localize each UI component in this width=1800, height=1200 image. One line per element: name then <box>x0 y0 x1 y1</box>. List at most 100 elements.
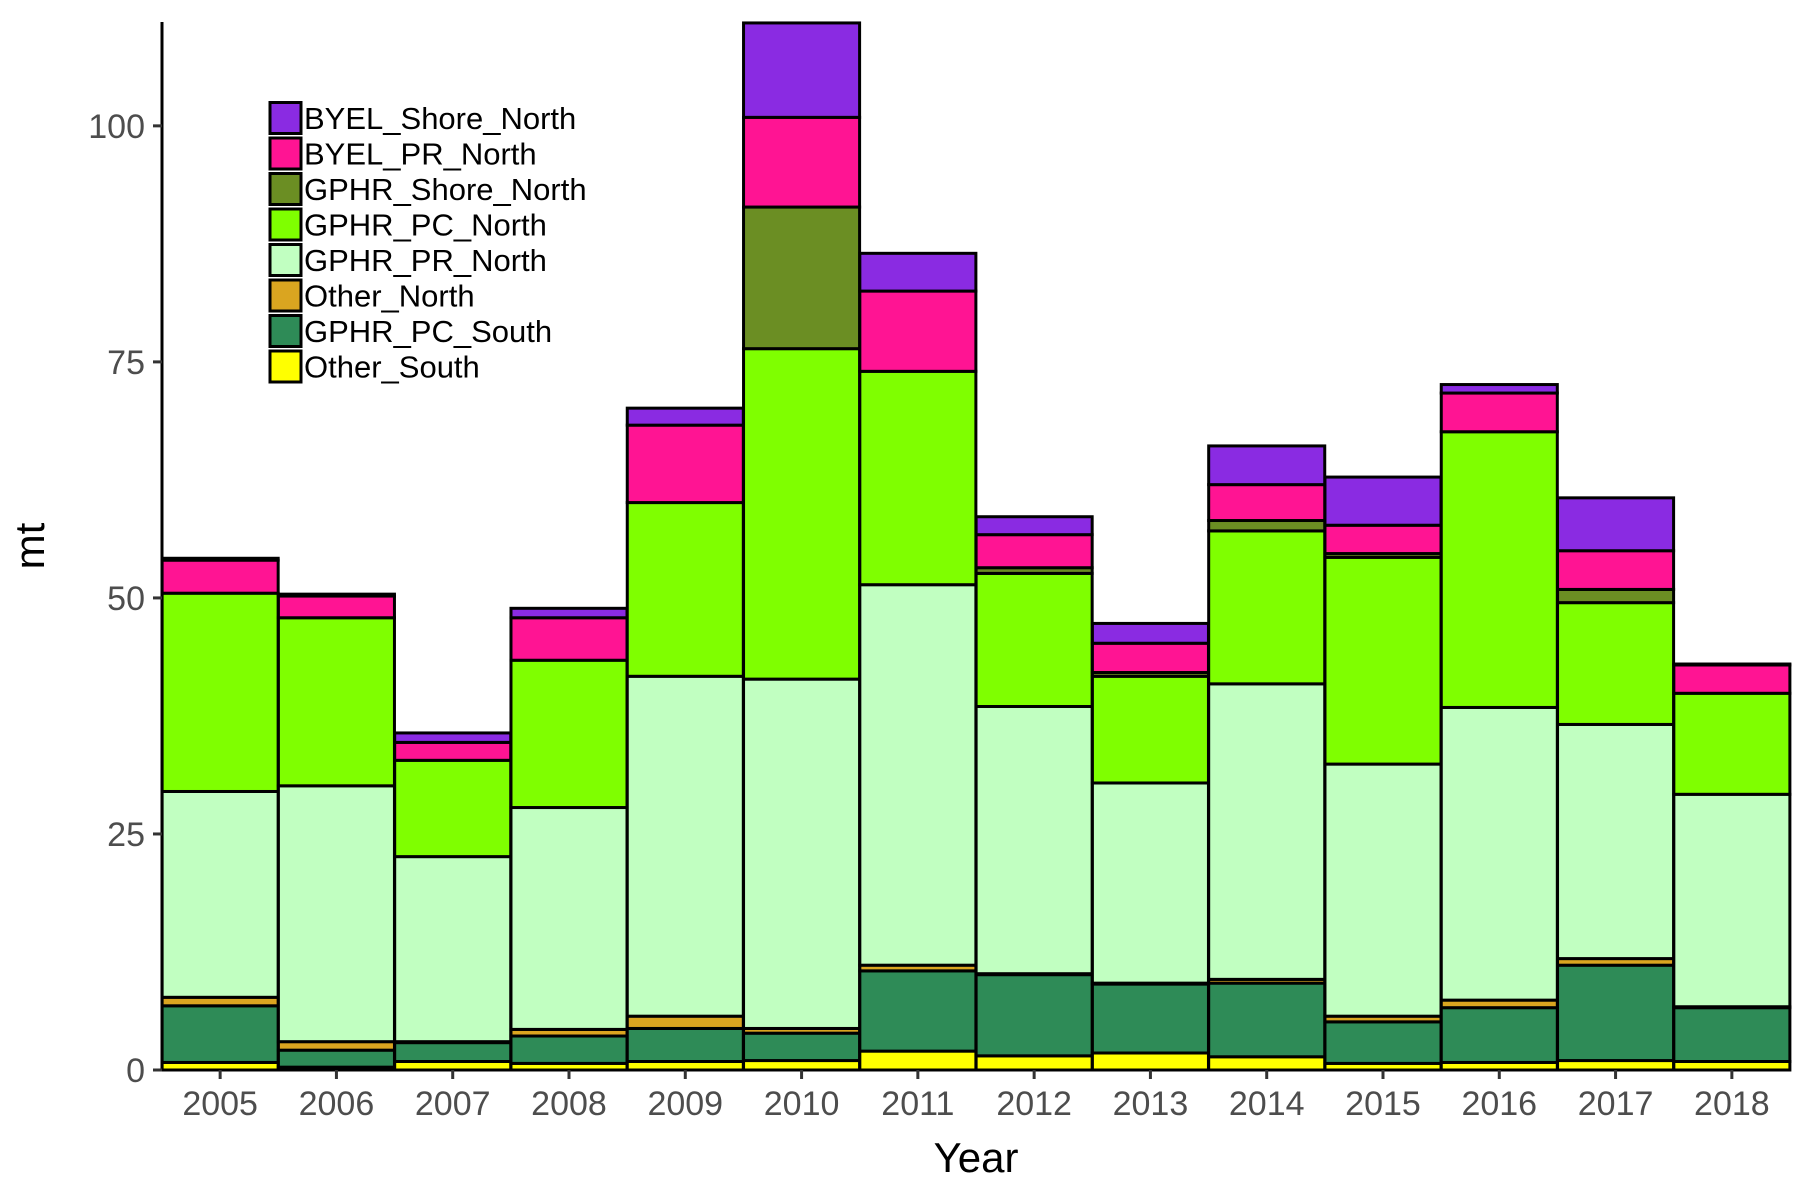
bar-segment-BYEL_PR_North-2006 <box>276 594 396 620</box>
bar-segment-GPHR_PC_North-2012 <box>974 571 1094 709</box>
legend-key <box>268 278 303 313</box>
x-tick-label: 2007 <box>415 1085 491 1123</box>
bar-stack-2011 <box>858 251 978 1072</box>
bar-stack-2016 <box>1439 383 1559 1072</box>
bar-segment-Other_South-2013 <box>1090 1051 1210 1072</box>
bar-segment-BYEL_Shore_North-2005 <box>160 556 280 562</box>
legend-label: GPHR_PC_South <box>304 314 552 349</box>
legend-key <box>268 243 303 277</box>
bar-segment-Other_South-2011 <box>858 1049 978 1072</box>
bar-segment-BYEL_PR_North-2009 <box>625 423 745 505</box>
x-tick-label: 2015 <box>1345 1085 1421 1123</box>
bar-segment-GPHR_PR_North-2016 <box>1439 705 1559 1002</box>
bar-segment-GPHR_PR_North-2011 <box>858 583 978 967</box>
bar-segment-BYEL_Shore_North-2014 <box>1207 444 1327 487</box>
bar-segment-GPHR_PC_North-2006 <box>276 616 396 788</box>
bar-stack-2008 <box>509 606 629 1072</box>
bar-segment-BYEL_Shore_North-2017 <box>1556 496 1676 553</box>
bar-stack-2010 <box>742 21 862 1072</box>
y-axis-title: mt <box>6 522 53 569</box>
bar-segment-GPHR_Shore_North-2014 <box>1207 519 1327 533</box>
bar-segment-GPHR_PC_South-2015 <box>1323 1020 1443 1065</box>
bar-segment-GPHR_Shore_North-2010 <box>742 205 862 351</box>
legend-label: Other_South <box>304 350 480 385</box>
bar-segment-GPHR_Shore_North-2017 <box>1556 587 1676 605</box>
bar-segment-GPHR_PC_South-2010 <box>742 1031 862 1063</box>
x-axis-ticks: 2005 2006 2007 2008 2009 2010 2011 2012 2013 2014… <box>182 1070 1770 1123</box>
bar-segment-GPHR_PC_North-2014 <box>1207 529 1327 686</box>
bar-segment-BYEL_Shore_North-2007 <box>393 731 513 744</box>
x-tick-label: 2016 <box>1461 1085 1537 1123</box>
legend-key <box>268 314 303 348</box>
legend-key <box>268 172 303 206</box>
bar-segment-GPHR_PC_North-2010 <box>742 347 862 681</box>
bar-segment-GPHR_PC_South-2013 <box>1090 982 1210 1055</box>
bar-segment-GPHR_PC_South-2016 <box>1439 1006 1559 1064</box>
bar-segment-BYEL_Shore_North-2009 <box>625 406 745 427</box>
bar-segment-GPHR_PC_South-2007 <box>393 1041 513 1064</box>
bar-segment-GPHR_PC_North-2011 <box>858 369 978 587</box>
bar-segment-GPHR_PR_North-2007 <box>393 855 513 1044</box>
x-tick-label: 2017 <box>1578 1085 1654 1123</box>
bar-segment-GPHR_PC_South-2008 <box>509 1034 629 1065</box>
x-tick-label: 2005 <box>182 1085 258 1123</box>
bar-stack-2006 <box>276 592 396 1072</box>
legend-key <box>268 101 303 135</box>
bar-segment-GPHR_PR_North-2006 <box>276 784 396 1044</box>
bar-segment-GPHR_PC_South-2012 <box>974 973 1094 1058</box>
bar-segment-GPHR_PC_North-2016 <box>1439 430 1559 709</box>
bar-segment-BYEL_PR_North-2010 <box>742 115 862 209</box>
bar-stack-2007 <box>393 731 513 1072</box>
x-tick-label: 2008 <box>531 1085 607 1123</box>
bar-segment-BYEL_PR_North-2013 <box>1090 641 1210 675</box>
bar-segment-BYEL_PR_North-2018 <box>1672 663 1792 695</box>
legend-label: BYEL_Shore_North <box>304 101 576 136</box>
x-tick-label: 2006 <box>299 1085 375 1123</box>
bar-segment-BYEL_PR_North-2014 <box>1207 483 1327 523</box>
y-tick-label: 100 <box>88 108 145 146</box>
bar-stack-2018 <box>1672 662 1792 1072</box>
bar-segment-GPHR_PC_South-2017 <box>1556 963 1676 1063</box>
bar-segment-GPHR_PR_North-2015 <box>1323 762 1443 1018</box>
y-axis-ticks: 0 25 50 75 100 <box>88 108 162 1090</box>
legend-key <box>268 207 303 242</box>
bar-segment-GPHR_PR_North-2013 <box>1090 781 1210 985</box>
bar-segment-BYEL_PR_North-2012 <box>974 533 1094 570</box>
bar-segment-GPHR_PR_North-2010 <box>742 677 862 1030</box>
legend-key <box>268 349 303 384</box>
bar-segment-GPHR_PC_North-2017 <box>1556 601 1676 726</box>
bar-stack-2014 <box>1207 444 1327 1072</box>
bar-stack-2009 <box>625 406 745 1072</box>
bar-segment-GPHR_PR_North-2014 <box>1207 682 1327 981</box>
legend-item-GPHR_PC_South: GPHR_PC_South <box>268 314 552 349</box>
legend-label: GPHR_PC_North <box>304 208 547 243</box>
bar-segment-Other_North-2009 <box>625 1014 745 1030</box>
bar-segment-GPHR_PC_North-2005 <box>160 591 280 793</box>
bar-segment-GPHR_PR_North-2017 <box>1556 722 1676 961</box>
bar-segment-BYEL_Shore_North-2013 <box>1090 621 1210 645</box>
x-tick-label: 2009 <box>647 1085 723 1123</box>
bar-segment-BYEL_Shore_North-2011 <box>858 251 978 293</box>
legend-item-GPHR_PR_North: GPHR_PR_North <box>268 243 547 278</box>
bar-segment-GPHR_PR_North-2018 <box>1672 792 1792 1009</box>
bar-segment-BYEL_Shore_North-2016 <box>1439 383 1559 395</box>
bar-segment-BYEL_PR_North-2011 <box>858 289 978 373</box>
bar-segment-GPHR_PC_South-2006 <box>276 1048 396 1069</box>
bar-segment-GPHR_PC_North-2018 <box>1672 691 1792 796</box>
y-tick-label: 75 <box>107 344 145 382</box>
bar-segment-GPHR_PR_North-2012 <box>974 705 1094 976</box>
bar-segment-GPHR_PC_North-2015 <box>1323 555 1443 766</box>
y-tick-label: 0 <box>126 1052 145 1090</box>
bar-segment-GPHR_PC_North-2013 <box>1090 674 1210 785</box>
bar-segment-BYEL_Shore_North-2015 <box>1323 475 1443 527</box>
bar-segment-GPHR_PC_South-2005 <box>160 1004 280 1064</box>
y-tick-label: 25 <box>107 816 145 854</box>
bar-segment-BYEL_PR_North-2017 <box>1556 549 1676 591</box>
x-axis-title: Year <box>934 1134 1019 1181</box>
bar-segment-GPHR_PC_South-2014 <box>1207 981 1327 1059</box>
legend-item-BYEL_Shore_North: BYEL_Shore_North <box>268 101 576 136</box>
legend: BYEL_Shore_NorthBYEL_PR_NorthGPHR_Shore_… <box>268 101 587 385</box>
bar-segment-GPHR_PC_South-2011 <box>858 969 978 1053</box>
bar-stack-2005 <box>160 556 280 1072</box>
